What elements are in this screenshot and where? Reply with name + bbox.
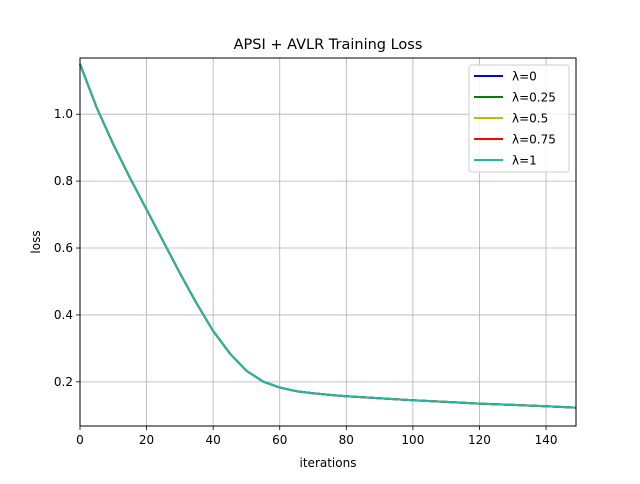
legend: λ=0 λ=0.25 λ=0.5 λ=0.75 λ=1 — [468, 64, 570, 173]
ticks: 0 20 40 60 80 100 120 140 0.2 0.4 0.6 0.8 1.0 — [54, 107, 558, 447]
x-axis-label: iterations — [300, 456, 357, 470]
x-tick-label: 140 — [535, 433, 558, 447]
legend-label: λ=0 — [512, 70, 537, 84]
x-tick-label: 0 — [76, 433, 84, 447]
legend-box — [468, 64, 570, 173]
x-tick-label: 40 — [206, 433, 221, 447]
x-tick-label: 60 — [272, 433, 287, 447]
x-tick-label: 100 — [401, 433, 424, 447]
legend-items: λ=0 λ=0.25 λ=0.5 λ=0.75 λ=1 — [474, 70, 556, 168]
series-line — [79, 63, 577, 409]
y-tick-label: 1.0 — [54, 107, 73, 121]
legend-label: λ=0.5 — [512, 112, 548, 126]
legend-label: λ=1 — [512, 154, 537, 168]
y-tick-label: 0.4 — [54, 308, 73, 322]
y-tick-label: 0.2 — [54, 375, 73, 389]
y-tick-label: 0.6 — [54, 241, 73, 255]
plot-frame — [79, 57, 577, 427]
x-tick-label: 80 — [339, 433, 354, 447]
chart-title: APSI + AVLR Training Loss — [234, 37, 423, 53]
x-tick-label: 120 — [468, 433, 491, 447]
y-tick-label: 0.8 — [54, 174, 73, 188]
series-group — [79, 63, 577, 409]
legend-label: λ=0.25 — [512, 91, 556, 105]
legend-label: λ=0.75 — [512, 133, 556, 147]
x-tick-label: 20 — [139, 433, 154, 447]
y-axis-label: loss — [29, 230, 43, 253]
